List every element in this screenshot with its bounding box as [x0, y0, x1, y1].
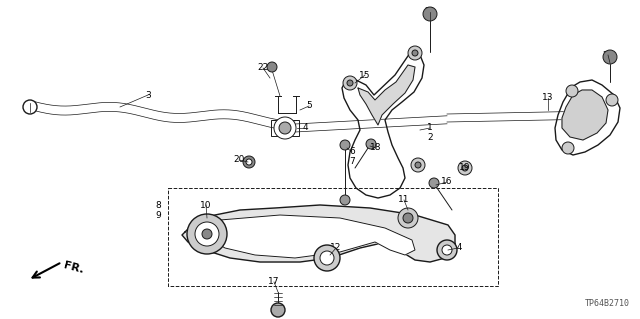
Text: 11: 11: [398, 196, 410, 204]
Circle shape: [320, 251, 334, 265]
Polygon shape: [358, 65, 415, 125]
Circle shape: [412, 50, 418, 56]
Text: 13: 13: [542, 93, 554, 102]
Circle shape: [411, 158, 425, 172]
Circle shape: [347, 80, 353, 86]
Text: 12: 12: [330, 243, 342, 253]
Text: 4: 4: [302, 123, 308, 132]
Text: 10: 10: [200, 201, 212, 210]
Text: 3: 3: [145, 91, 151, 100]
Text: 1: 1: [427, 123, 433, 132]
Polygon shape: [562, 90, 608, 140]
Polygon shape: [208, 215, 415, 258]
Circle shape: [442, 245, 452, 255]
Text: 21: 21: [602, 50, 614, 60]
Text: 21: 21: [424, 8, 436, 17]
Circle shape: [462, 165, 468, 171]
Circle shape: [340, 140, 350, 150]
Text: 16: 16: [441, 177, 452, 187]
Circle shape: [603, 50, 617, 64]
Circle shape: [562, 142, 574, 154]
Circle shape: [267, 62, 277, 72]
Text: 5: 5: [306, 101, 312, 110]
Circle shape: [343, 76, 357, 90]
Text: TP64B2710: TP64B2710: [585, 299, 630, 308]
Text: 6: 6: [349, 147, 355, 157]
Text: 8: 8: [155, 201, 161, 210]
Circle shape: [408, 46, 422, 60]
Text: 15: 15: [359, 70, 371, 79]
Circle shape: [398, 208, 418, 228]
Polygon shape: [342, 53, 424, 198]
Circle shape: [187, 214, 227, 254]
Text: 2: 2: [427, 133, 433, 143]
Circle shape: [243, 156, 255, 168]
Circle shape: [423, 7, 437, 21]
Circle shape: [429, 178, 439, 188]
Text: 20: 20: [234, 155, 244, 165]
Circle shape: [340, 195, 350, 205]
Text: 9: 9: [155, 211, 161, 219]
Circle shape: [279, 122, 291, 134]
Circle shape: [458, 161, 472, 175]
Circle shape: [606, 94, 618, 106]
Circle shape: [415, 162, 421, 168]
Circle shape: [274, 117, 296, 139]
Circle shape: [366, 139, 376, 149]
Text: 19: 19: [460, 164, 471, 173]
Text: 7: 7: [349, 158, 355, 167]
Circle shape: [202, 229, 212, 239]
Circle shape: [437, 240, 457, 260]
Text: 18: 18: [371, 144, 381, 152]
Polygon shape: [555, 80, 620, 155]
Circle shape: [23, 100, 37, 114]
Circle shape: [403, 213, 413, 223]
Bar: [271, 120, 299, 136]
Polygon shape: [182, 205, 455, 262]
Circle shape: [566, 85, 578, 97]
Text: 22: 22: [257, 63, 269, 72]
Text: 17: 17: [268, 278, 280, 286]
Circle shape: [271, 303, 285, 317]
Circle shape: [195, 222, 219, 246]
Circle shape: [314, 245, 340, 271]
Circle shape: [246, 159, 252, 165]
Text: 14: 14: [452, 243, 464, 253]
Text: FR.: FR.: [62, 261, 84, 276]
Bar: [168, 188, 498, 286]
